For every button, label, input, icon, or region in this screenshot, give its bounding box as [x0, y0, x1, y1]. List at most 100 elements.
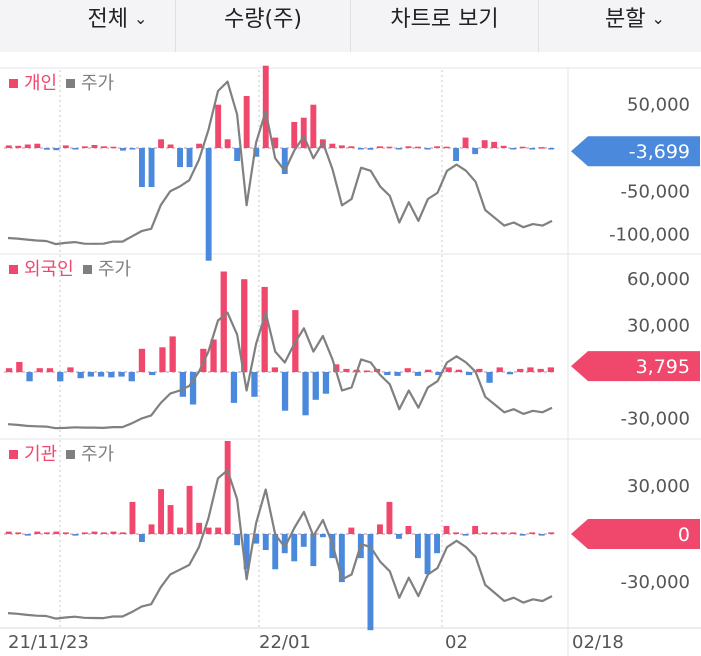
bar: [281, 372, 289, 411]
filter-all-label: 전체: [87, 7, 129, 32]
bar: [72, 534, 79, 536]
bar: [453, 532, 459, 534]
bar: [62, 145, 69, 148]
unit-toggle[interactable]: 수량(주): [176, 0, 350, 52]
bar: [62, 532, 69, 534]
y-tick-label: -30,000: [621, 572, 690, 593]
bar: [261, 286, 268, 372]
bar: [234, 148, 241, 161]
bar: [500, 532, 507, 534]
filter-all-dropdown[interactable]: 전체 ⌄: [60, 0, 175, 52]
bar: [241, 279, 248, 372]
bar: [253, 148, 260, 157]
legend-label: 주가: [81, 73, 114, 94]
price-line: [7, 311, 553, 430]
toolbar-divider: [538, 0, 539, 52]
bar: [205, 527, 212, 534]
bar: [138, 348, 146, 372]
bar: [384, 372, 391, 376]
bar: [196, 143, 203, 148]
split-dropdown[interactable]: 분할 ⌄: [580, 0, 690, 52]
bar: [548, 532, 555, 534]
bar: [329, 143, 336, 148]
bar: [386, 501, 393, 534]
bar: [424, 534, 431, 575]
bar: [357, 148, 364, 150]
bar: [224, 441, 231, 534]
bar: [139, 534, 145, 542]
x-tick-label: 22/01: [259, 632, 311, 653]
bar: [453, 148, 459, 161]
bar: [36, 368, 43, 373]
bar: [476, 368, 483, 372]
bar: [271, 367, 278, 372]
bar: [129, 501, 136, 534]
y-tick-label: 60,000: [627, 269, 690, 290]
x-tick-label: 02/18: [572, 632, 624, 653]
bar: [72, 148, 79, 150]
bar: [322, 372, 330, 394]
bar: [101, 532, 107, 534]
bar: [91, 531, 98, 534]
bar: [319, 534, 326, 538]
bar: [363, 370, 370, 372]
legend-swatch: [9, 265, 18, 274]
bar: [404, 368, 411, 373]
legend-swatch: [66, 79, 75, 88]
legend-label: 주가: [98, 259, 131, 280]
bar: [67, 367, 74, 372]
chart-view-button[interactable]: 차트로 보기: [351, 0, 538, 52]
bar: [465, 372, 473, 376]
bar: [481, 140, 488, 148]
bar: [118, 372, 125, 377]
bar: [110, 146, 117, 149]
bar: [262, 65, 269, 148]
bar: [224, 139, 231, 148]
bar: [243, 534, 250, 570]
current-value-label: 0: [678, 524, 690, 546]
bar: [435, 372, 442, 376]
bar: [24, 534, 31, 536]
bar: [462, 137, 469, 148]
bar: [425, 369, 432, 372]
bar: [396, 148, 402, 150]
chevron-down-icon: ⌄: [651, 9, 665, 28]
bar: [77, 372, 84, 379]
bar: [500, 145, 507, 148]
bar: [253, 534, 260, 544]
bar: [348, 146, 355, 148]
bar: [87, 372, 94, 377]
bar: [462, 534, 469, 536]
bar: [300, 534, 307, 547]
bar: [272, 534, 279, 570]
bar: [396, 534, 402, 539]
bar: [46, 368, 54, 373]
bar: [291, 534, 298, 562]
bar: [367, 148, 374, 150]
bar: [486, 372, 493, 383]
bar: [519, 534, 526, 536]
unit-label: 수량(주): [224, 7, 302, 32]
bar: [215, 527, 222, 534]
bar: [53, 148, 60, 151]
legend-label: 주가: [81, 444, 114, 465]
y-tick-label: -100,000: [609, 225, 690, 246]
bar: [394, 372, 401, 376]
bar: [548, 148, 555, 150]
bar: [343, 368, 350, 372]
bar: [510, 532, 517, 534]
bar: [547, 367, 554, 372]
bar: [405, 146, 412, 148]
y-tick-label: 50,000: [627, 95, 690, 116]
bar: [414, 372, 422, 376]
bar: [120, 532, 126, 534]
bar: [443, 146, 450, 149]
bar: [91, 145, 98, 148]
current-value-tag: 0: [571, 519, 700, 549]
bar: [43, 148, 50, 150]
bar: [34, 531, 41, 534]
bar: [34, 143, 41, 148]
bar: [310, 534, 317, 567]
bar: [5, 368, 13, 373]
